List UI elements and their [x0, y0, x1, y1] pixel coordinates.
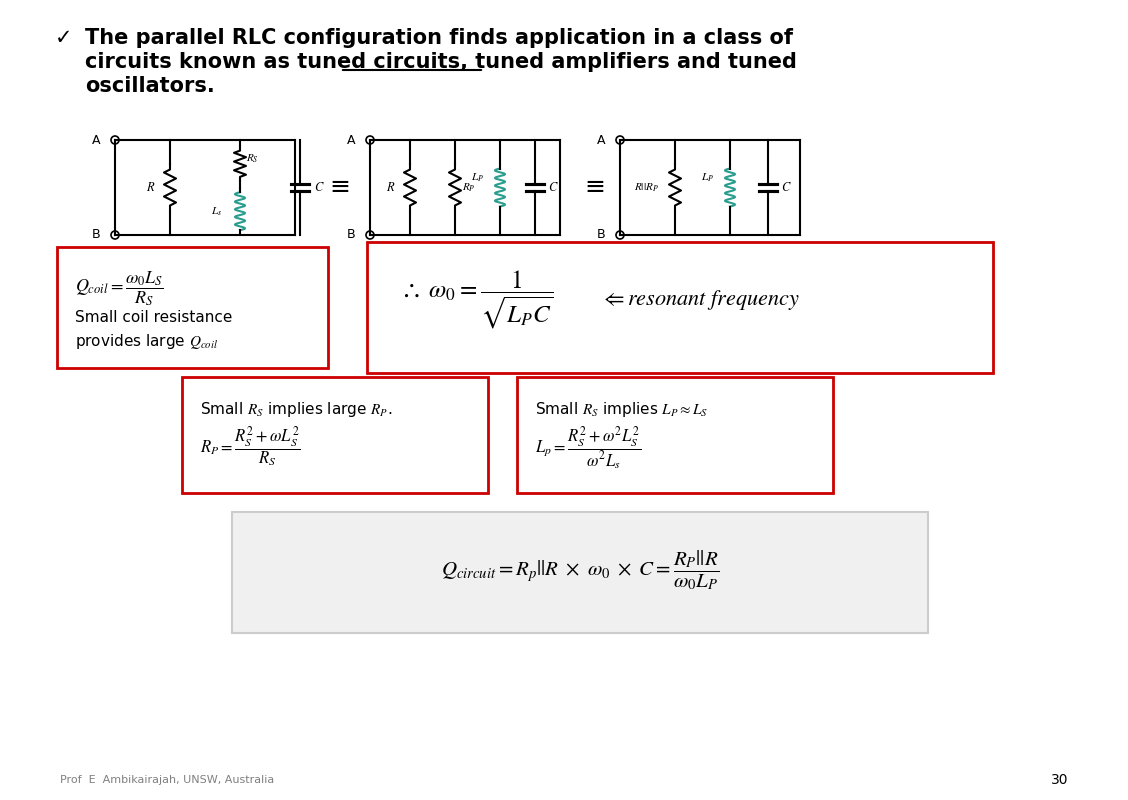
Text: B: B: [91, 229, 100, 242]
FancyBboxPatch shape: [58, 247, 328, 368]
Text: $C$: $C$: [781, 181, 792, 194]
Text: $R_S$: $R_S$: [246, 153, 258, 165]
Text: Small coil resistance: Small coil resistance: [74, 310, 232, 325]
Text: ≡: ≡: [584, 175, 606, 199]
Text: $Q_{circuit} = R_p||R\ \times\ \omega_0\ \times\ C = \dfrac{R_P||R}{\omega_0 L_P: $Q_{circuit} = R_p||R\ \times\ \omega_0\…: [441, 548, 719, 592]
Text: 30: 30: [1050, 773, 1068, 787]
Text: Small $R_S$ implies large $R_P$.: Small $R_S$ implies large $R_P$.: [200, 400, 393, 419]
Text: ≡: ≡: [329, 175, 351, 199]
Text: Prof  E  Ambikairajah, UNSW, Australia: Prof E Ambikairajah, UNSW, Australia: [60, 775, 274, 785]
Text: $C$: $C$: [314, 181, 325, 194]
Text: A: A: [346, 134, 355, 146]
Text: ✓: ✓: [55, 28, 72, 48]
Text: $R$: $R$: [387, 181, 396, 194]
Text: $L_s$: $L_s$: [211, 205, 222, 218]
Text: B: B: [597, 229, 605, 242]
Text: $R_P$: $R_P$: [462, 182, 476, 194]
Text: A: A: [91, 134, 100, 146]
Text: B: B: [346, 229, 355, 242]
FancyBboxPatch shape: [232, 512, 928, 633]
Text: $L_P$: $L_P$: [472, 171, 484, 184]
Text: $C$: $C$: [548, 181, 558, 194]
Text: $R||R_P$: $R||R_P$: [634, 182, 659, 194]
Text: $\therefore\ \omega_0 = \dfrac{1}{\sqrt{L_P C}}$: $\therefore\ \omega_0 = \dfrac{1}{\sqrt{…: [400, 269, 554, 331]
Text: $L_p = \dfrac{R_S^2 + \omega^2 L_S^2}{\omega^2 L_s}$: $L_p = \dfrac{R_S^2 + \omega^2 L_S^2}{\o…: [535, 425, 641, 472]
Text: Small $R_S$ implies $L_P \approx L_S$: Small $R_S$ implies $L_P \approx L_S$: [535, 400, 708, 419]
Text: $L_P$: $L_P$: [700, 171, 714, 184]
Text: provides large $Q_{coil}$: provides large $Q_{coil}$: [74, 332, 218, 351]
Text: A: A: [597, 134, 605, 146]
Text: circuits known as tuned circuits, tuned amplifiers and tuned: circuits known as tuned circuits, tuned …: [85, 52, 796, 72]
Text: oscillators.: oscillators.: [85, 76, 214, 96]
Text: $Q_{coil} = \dfrac{\omega_0 L_S}{R_S}$: $Q_{coil} = \dfrac{\omega_0 L_S}{R_S}$: [74, 270, 164, 309]
Text: $\Leftarrow \mathit{resonant\ frequency}$: $\Leftarrow \mathit{resonant\ frequency}…: [600, 288, 800, 312]
FancyBboxPatch shape: [182, 377, 488, 493]
Text: $R$: $R$: [147, 181, 156, 194]
FancyBboxPatch shape: [367, 242, 993, 373]
Text: $R_P = \dfrac{R_S^2 + \omega L_S^2}{R_S}$: $R_P = \dfrac{R_S^2 + \omega L_S^2}{R_S}…: [200, 425, 301, 470]
FancyBboxPatch shape: [517, 377, 832, 493]
Text: The parallel RLC configuration finds application in a class of: The parallel RLC configuration finds app…: [85, 28, 793, 48]
